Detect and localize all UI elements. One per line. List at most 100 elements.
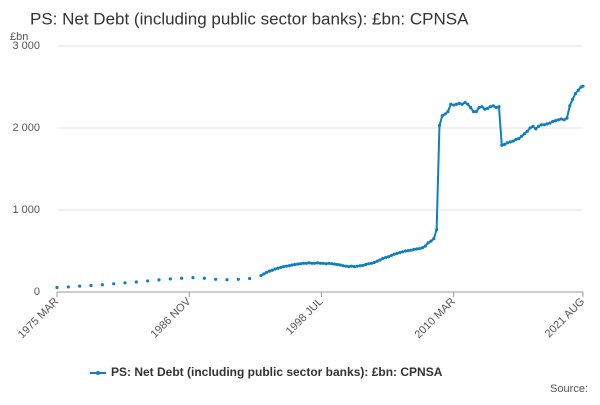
- point: [537, 124, 541, 128]
- point: [423, 244, 427, 248]
- point: [576, 88, 580, 92]
- point: [318, 261, 323, 265]
- point: [89, 283, 93, 288]
- point: [548, 121, 552, 125]
- point: [539, 123, 544, 127]
- point: [112, 282, 116, 286]
- x-tick-label: 1986 NOV: [149, 295, 194, 340]
- point: [559, 117, 563, 121]
- point: [267, 269, 272, 273]
- point: [347, 264, 351, 269]
- x-tick-label: 1975 MAR: [16, 296, 61, 341]
- point: [477, 105, 481, 110]
- point: [491, 104, 495, 108]
- point: [191, 276, 195, 280]
- point: [463, 100, 467, 105]
- point: [66, 285, 70, 289]
- point: [573, 91, 578, 96]
- point: [503, 142, 507, 146]
- legend-marker: [96, 371, 100, 375]
- legend-label: PS: Net Debt (including public sector ba…: [111, 365, 443, 379]
- point: [525, 129, 529, 133]
- point: [511, 139, 515, 143]
- point: [568, 104, 572, 108]
- point: [134, 280, 138, 284]
- point: [528, 126, 532, 130]
- y-tick-label: 0: [34, 286, 40, 298]
- point: [480, 105, 484, 109]
- point: [460, 102, 464, 106]
- point: [225, 278, 229, 282]
- point: [415, 247, 419, 251]
- point: [316, 261, 320, 265]
- source: Source:: [550, 383, 588, 395]
- point: [276, 266, 280, 270]
- point: [517, 137, 521, 141]
- point: [378, 258, 382, 262]
- point: [381, 256, 385, 260]
- y-tick-label: 2 000: [12, 122, 40, 134]
- point: [581, 84, 585, 88]
- point: [534, 127, 538, 131]
- point: [202, 276, 206, 280]
- point: [350, 264, 354, 268]
- x-tick-label: 1998 JUL: [284, 296, 326, 338]
- point: [545, 122, 549, 126]
- point: [454, 102, 459, 106]
- point: [429, 239, 433, 243]
- point: [554, 119, 558, 123]
- x-tick-label: 2010 MAR: [413, 296, 458, 341]
- point: [248, 276, 252, 281]
- point: [497, 105, 501, 109]
- point: [358, 264, 362, 268]
- point: [420, 246, 425, 250]
- point: [282, 264, 286, 269]
- point: [542, 123, 546, 127]
- point: [330, 262, 334, 266]
- point: [514, 137, 518, 142]
- point: [386, 255, 391, 259]
- point: [324, 262, 328, 266]
- point: [571, 97, 575, 101]
- point: [344, 264, 348, 268]
- point: [369, 261, 374, 265]
- point: [401, 250, 405, 254]
- point: [443, 112, 447, 116]
- point: [556, 118, 561, 122]
- point: [367, 262, 371, 266]
- point: [157, 278, 161, 282]
- point: [279, 265, 283, 269]
- point: [299, 262, 303, 266]
- point: [466, 102, 470, 106]
- point: [293, 262, 297, 267]
- point: [474, 110, 478, 114]
- point: [307, 261, 311, 265]
- point: [364, 262, 368, 267]
- point: [146, 279, 150, 283]
- point: [483, 107, 487, 111]
- point: [341, 264, 345, 268]
- point: [361, 263, 365, 267]
- point: [262, 272, 266, 276]
- point: [168, 277, 172, 281]
- point: [372, 260, 376, 265]
- point: [352, 264, 357, 269]
- point: [123, 281, 127, 285]
- y-tick-label: 1 000: [12, 204, 40, 216]
- point: [486, 106, 490, 110]
- point: [100, 283, 104, 287]
- point: [384, 255, 388, 260]
- point: [78, 284, 82, 288]
- point: [389, 253, 393, 258]
- point: [290, 263, 294, 267]
- point: [551, 119, 555, 124]
- point: [214, 277, 218, 281]
- point: [403, 249, 408, 253]
- point: [471, 110, 476, 114]
- point: [565, 116, 569, 120]
- point: [270, 268, 274, 272]
- point: [287, 264, 291, 268]
- point: [508, 140, 512, 144]
- point: [313, 261, 317, 265]
